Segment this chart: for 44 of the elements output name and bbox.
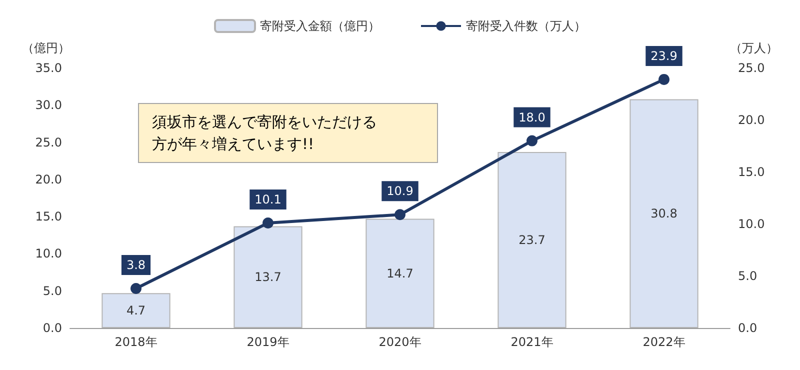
data-label: 14.7 — [386, 266, 414, 280]
x-tick-label: 2020年 — [378, 335, 422, 349]
data-label: 30.8 — [650, 206, 678, 221]
data-label: 4.7 — [126, 304, 146, 318]
legend-label: 寄附受入金額（億円） — [260, 19, 380, 33]
point — [658, 74, 670, 85]
y-tick-label: 15.0 — [35, 210, 62, 224]
y2-axis-title: （万人） — [730, 41, 778, 55]
legend-label: 寄附受入件数（万人） — [466, 19, 586, 33]
data-label: 3.8 — [126, 258, 146, 272]
data-label: 10.9 — [386, 184, 414, 198]
annotation: 須坂市を選んで寄附をいただける方が年々増えています!! — [152, 112, 378, 155]
data-label: 13.7 — [254, 270, 282, 284]
point — [394, 209, 406, 220]
y-tick-label: 30.0 — [35, 98, 62, 112]
point — [130, 282, 142, 294]
y2-tick-label: 20.0 — [738, 113, 765, 127]
y-tick-label: 20.0 — [35, 172, 62, 186]
y2-tick-label: 5.0 — [738, 269, 758, 283]
x-tick-label: 2021年 — [510, 335, 554, 349]
data-label: 23.7 — [518, 232, 546, 247]
y2-tick-label: 25.0 — [738, 61, 765, 75]
x-tick-label: 2018年 — [114, 335, 158, 349]
y2-tick-label: 0.0 — [738, 321, 758, 335]
bar — [366, 218, 434, 328]
bar — [102, 293, 170, 328]
y2-tick-label: 10.0 — [738, 217, 765, 231]
bar — [498, 152, 566, 328]
x-tick-label: 2022年 — [642, 335, 686, 349]
y-tick-label: 35.0 — [35, 61, 62, 75]
y-tick-label: 25.0 — [35, 135, 62, 150]
point — [526, 135, 538, 146]
bar — [630, 99, 698, 328]
data-label: 23.9 — [650, 48, 678, 63]
y-tick-label: 5.0 — [42, 284, 62, 298]
y2-tick-label: 15.0 — [738, 165, 765, 179]
bar — [234, 226, 302, 328]
y-tick-label: 10.0 — [35, 246, 62, 261]
y-axis-title: （億円） — [22, 41, 70, 55]
x-tick-label: 2019年 — [246, 335, 290, 349]
y-tick-label: 0.0 — [42, 321, 62, 335]
point — [262, 217, 274, 228]
data-label: 10.1 — [254, 192, 282, 206]
data-label: 18.0 — [518, 110, 546, 124]
